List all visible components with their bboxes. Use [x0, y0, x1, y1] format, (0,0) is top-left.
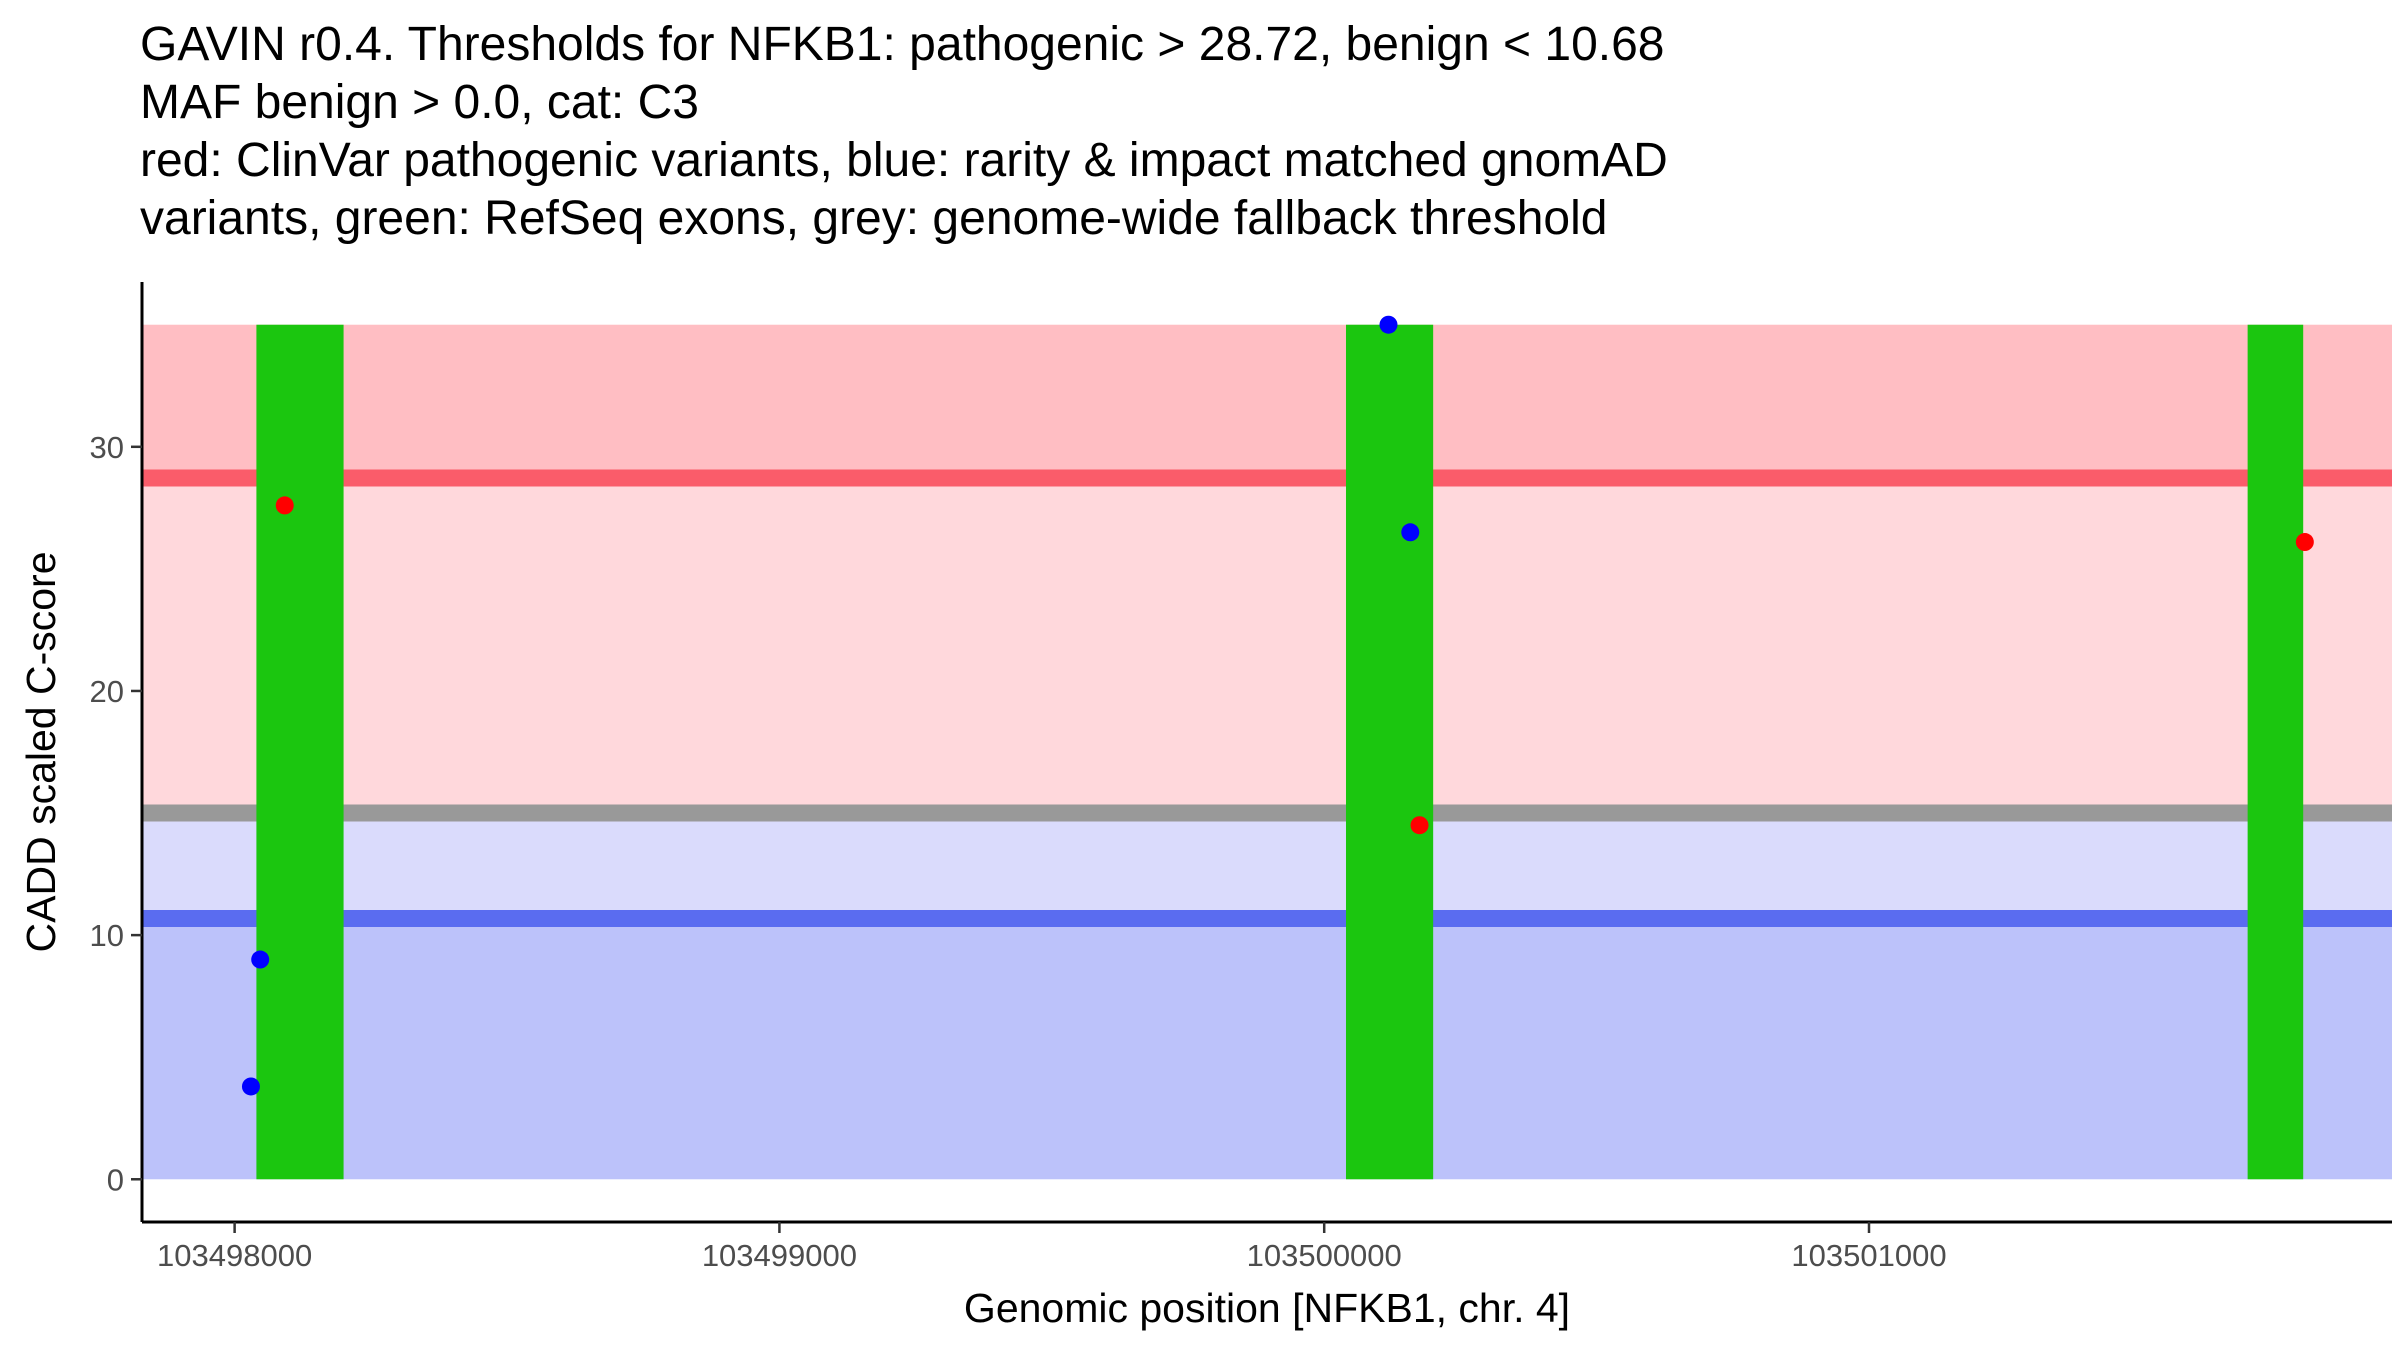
exon-bar-3	[2247, 324, 2304, 1180]
chart-title: GAVIN r0.4. Thresholds for NFKB1: pathog…	[140, 16, 1668, 248]
pathogenic-strong-region	[142, 324, 2392, 479]
gnomad-point-2	[251, 950, 270, 969]
title-line-1: GAVIN r0.4. Thresholds for NFKB1: pathog…	[140, 18, 1665, 71]
gnomad-point-4	[1401, 523, 1420, 542]
x-axis-ticks: 103498000 103499000 103500000 103501000	[157, 1222, 1947, 1273]
y-tick-label-30: 30	[90, 430, 124, 465]
y-tick-label-20: 20	[90, 674, 124, 709]
y-tick-label-10: 10	[90, 918, 124, 953]
x-tick-label-103501000: 103501000	[1791, 1238, 1946, 1273]
clinvar-point-3	[2295, 533, 2314, 552]
y-axis-title: CADD scaled C-score	[18, 552, 64, 953]
benign-region	[142, 918, 2392, 1180]
x-axis-title: Genomic position [NFKB1, chr. 4]	[964, 1285, 1570, 1331]
variant-points	[241, 315, 2314, 1096]
exon-bar-2	[1345, 324, 1434, 1180]
x-tick-label-103498000: 103498000	[157, 1238, 312, 1273]
y-axis-ticks: 0 10 20 30	[90, 430, 142, 1197]
x-tick-label-103499000: 103499000	[702, 1238, 857, 1273]
gnomad-point-3	[1379, 315, 1398, 334]
exon-bar-1	[256, 324, 344, 1180]
x-tick-label-103500000: 103500000	[1247, 1238, 1402, 1273]
clinvar-point-2	[1410, 816, 1429, 835]
benign-light-region	[142, 813, 2392, 919]
gnomad-point-1	[241, 1077, 260, 1096]
title-line-2: MAF benign > 0.0, cat: C3	[140, 76, 699, 129]
exon-bars	[256, 324, 2304, 1180]
title-line-4: variants, green: RefSeq exons, grey: gen…	[140, 192, 1608, 245]
threshold-bands	[142, 324, 2392, 1180]
title-line-3: red: ClinVar pathogenic variants, blue: …	[140, 134, 1668, 187]
y-tick-label-0: 0	[107, 1162, 124, 1197]
threshold-lines	[142, 469, 2392, 928]
clinvar-point-1	[275, 496, 294, 515]
pathogenic-region	[142, 478, 2392, 814]
